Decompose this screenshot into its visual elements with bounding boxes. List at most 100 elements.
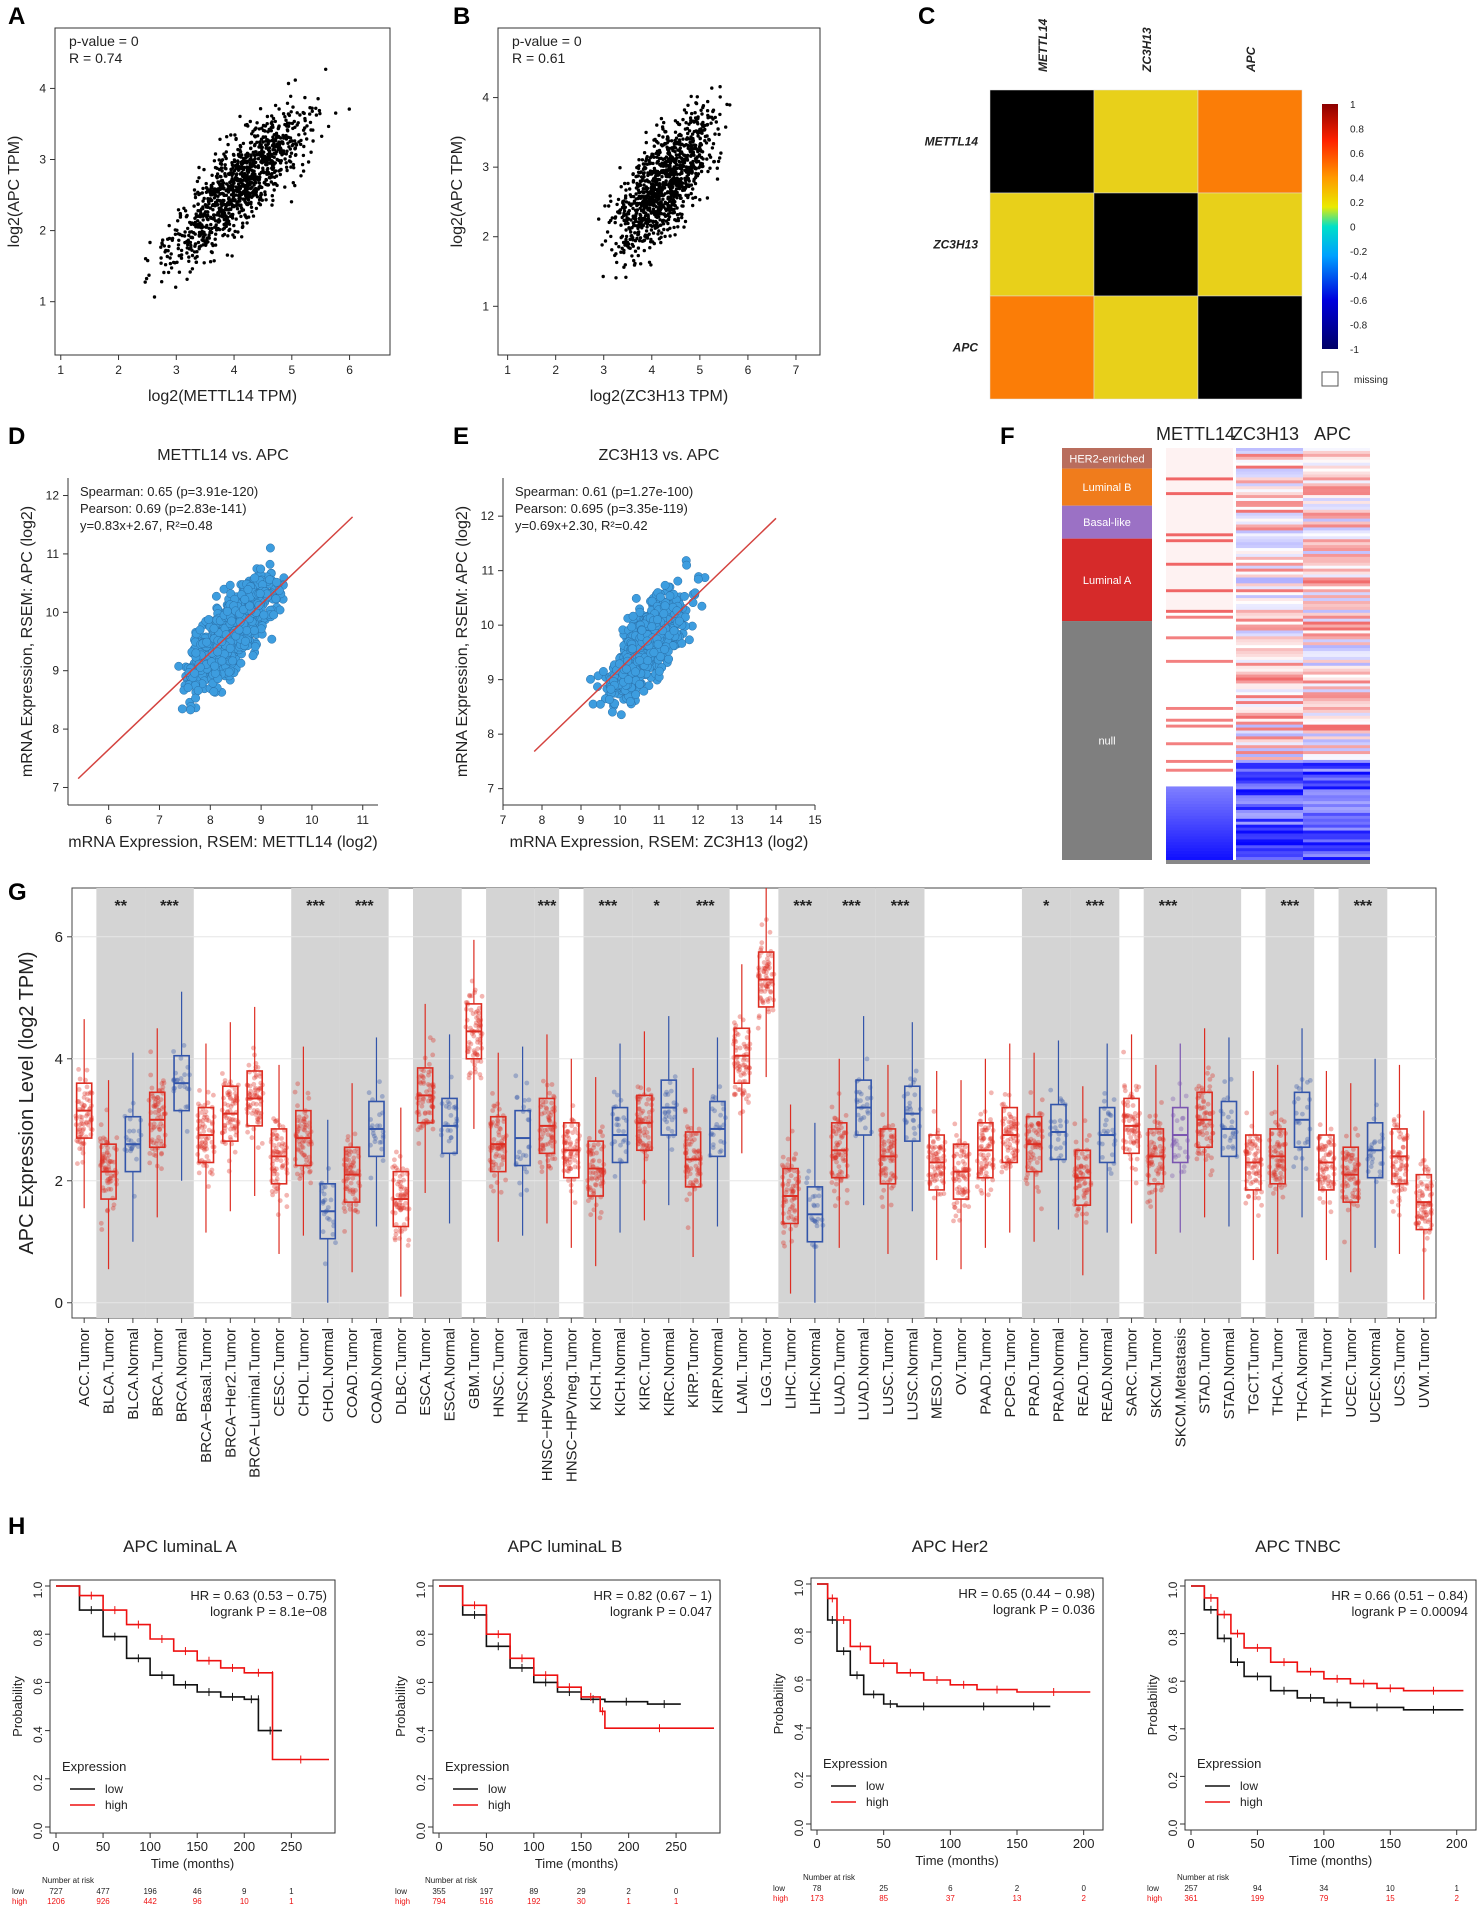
data-point	[686, 103, 690, 108]
significance-stars: ***	[1086, 898, 1105, 915]
data-point	[728, 103, 732, 107]
data-point	[250, 132, 254, 136]
data-point	[251, 158, 256, 162]
data-point	[211, 181, 215, 186]
data-point	[687, 179, 691, 183]
data-point	[673, 130, 678, 134]
grey-band	[1143, 888, 1193, 1318]
data-point	[693, 175, 698, 180]
data-point	[295, 111, 299, 115]
jitter-point	[207, 1170, 213, 1175]
data-point	[205, 237, 209, 242]
data-point	[693, 574, 703, 584]
data-point	[213, 243, 218, 247]
data-point	[211, 189, 215, 193]
colorbar-tick-label: 1	[1350, 100, 1356, 111]
data-point	[658, 209, 662, 214]
data-point	[264, 178, 268, 182]
data-point	[167, 223, 171, 228]
data-point	[654, 205, 658, 209]
data-point	[209, 624, 219, 633]
significance-stars: *	[1043, 898, 1050, 915]
data-point	[289, 94, 293, 99]
data-point	[234, 166, 239, 170]
data-point	[615, 260, 619, 265]
x-axis-label: mRNA Expression, RSEM: ZC3H13 (log2)	[510, 834, 809, 851]
data-point	[680, 591, 689, 601]
jitter-point	[84, 1067, 90, 1073]
data-point	[635, 656, 645, 665]
jitter-point	[152, 1102, 158, 1108]
data-point	[233, 133, 237, 137]
data-point	[677, 133, 681, 138]
data-point	[633, 231, 637, 235]
data-point	[185, 277, 189, 281]
data-point	[269, 610, 279, 620]
x-axis-label: mRNA Expression, RSEM: METTL14 (log2)	[68, 834, 377, 851]
data-point	[682, 560, 692, 570]
data-point	[271, 165, 276, 170]
data-point	[663, 160, 667, 165]
data-point	[660, 175, 664, 179]
data-point	[658, 223, 662, 227]
data-point	[655, 161, 659, 165]
data-point	[640, 158, 645, 162]
data-point	[326, 124, 331, 129]
data-point	[675, 213, 680, 217]
panel-label-G: G	[8, 879, 27, 906]
column-label: APC	[1244, 46, 1258, 73]
colorbar-tick-label: -1	[1350, 345, 1359, 356]
data-point	[636, 188, 641, 192]
data-point	[224, 150, 228, 154]
jitter-point	[181, 1043, 187, 1048]
data-point	[620, 246, 624, 250]
data-point	[242, 626, 252, 635]
significance-stars: ***	[1354, 898, 1373, 915]
data-point	[659, 609, 669, 619]
data-point	[645, 200, 650, 204]
data-point	[642, 183, 646, 187]
data-point	[318, 111, 322, 116]
data-point	[663, 182, 667, 186]
data-point	[614, 241, 618, 246]
data-point	[227, 616, 237, 626]
data-point	[610, 248, 614, 252]
data-point	[294, 153, 298, 157]
y-tick-label: 7	[52, 780, 59, 794]
data-point	[261, 135, 265, 139]
data-point	[253, 180, 257, 184]
data-point	[617, 209, 622, 213]
data-point	[286, 81, 291, 86]
data-point	[678, 193, 682, 198]
data-point	[681, 204, 685, 208]
data-point	[220, 210, 224, 214]
data-point	[682, 186, 686, 190]
data-point	[657, 133, 661, 138]
data-point	[638, 236, 643, 240]
data-point	[203, 210, 208, 214]
data-point	[668, 234, 672, 238]
significance-stars: ***	[538, 898, 557, 915]
data-point	[659, 116, 664, 121]
data-point	[644, 140, 648, 145]
data-point	[163, 263, 168, 267]
y-tick-label: 11	[47, 547, 60, 561]
x-tick-label: 12	[691, 813, 705, 827]
grey-band	[583, 888, 633, 1318]
data-point	[185, 246, 189, 250]
data-point	[250, 209, 254, 214]
data-point	[194, 260, 198, 264]
data-point	[182, 206, 186, 210]
data-point	[201, 243, 205, 247]
data-point	[195, 179, 200, 184]
data-point	[660, 193, 664, 198]
data-point	[248, 162, 252, 167]
data-point	[681, 199, 685, 204]
data-point	[289, 200, 294, 204]
data-point	[281, 133, 285, 138]
grey-band	[875, 888, 925, 1318]
data-point	[259, 145, 263, 149]
data-point	[613, 253, 617, 258]
y-tick-label: 4	[55, 1051, 63, 1068]
data-point	[673, 233, 677, 237]
